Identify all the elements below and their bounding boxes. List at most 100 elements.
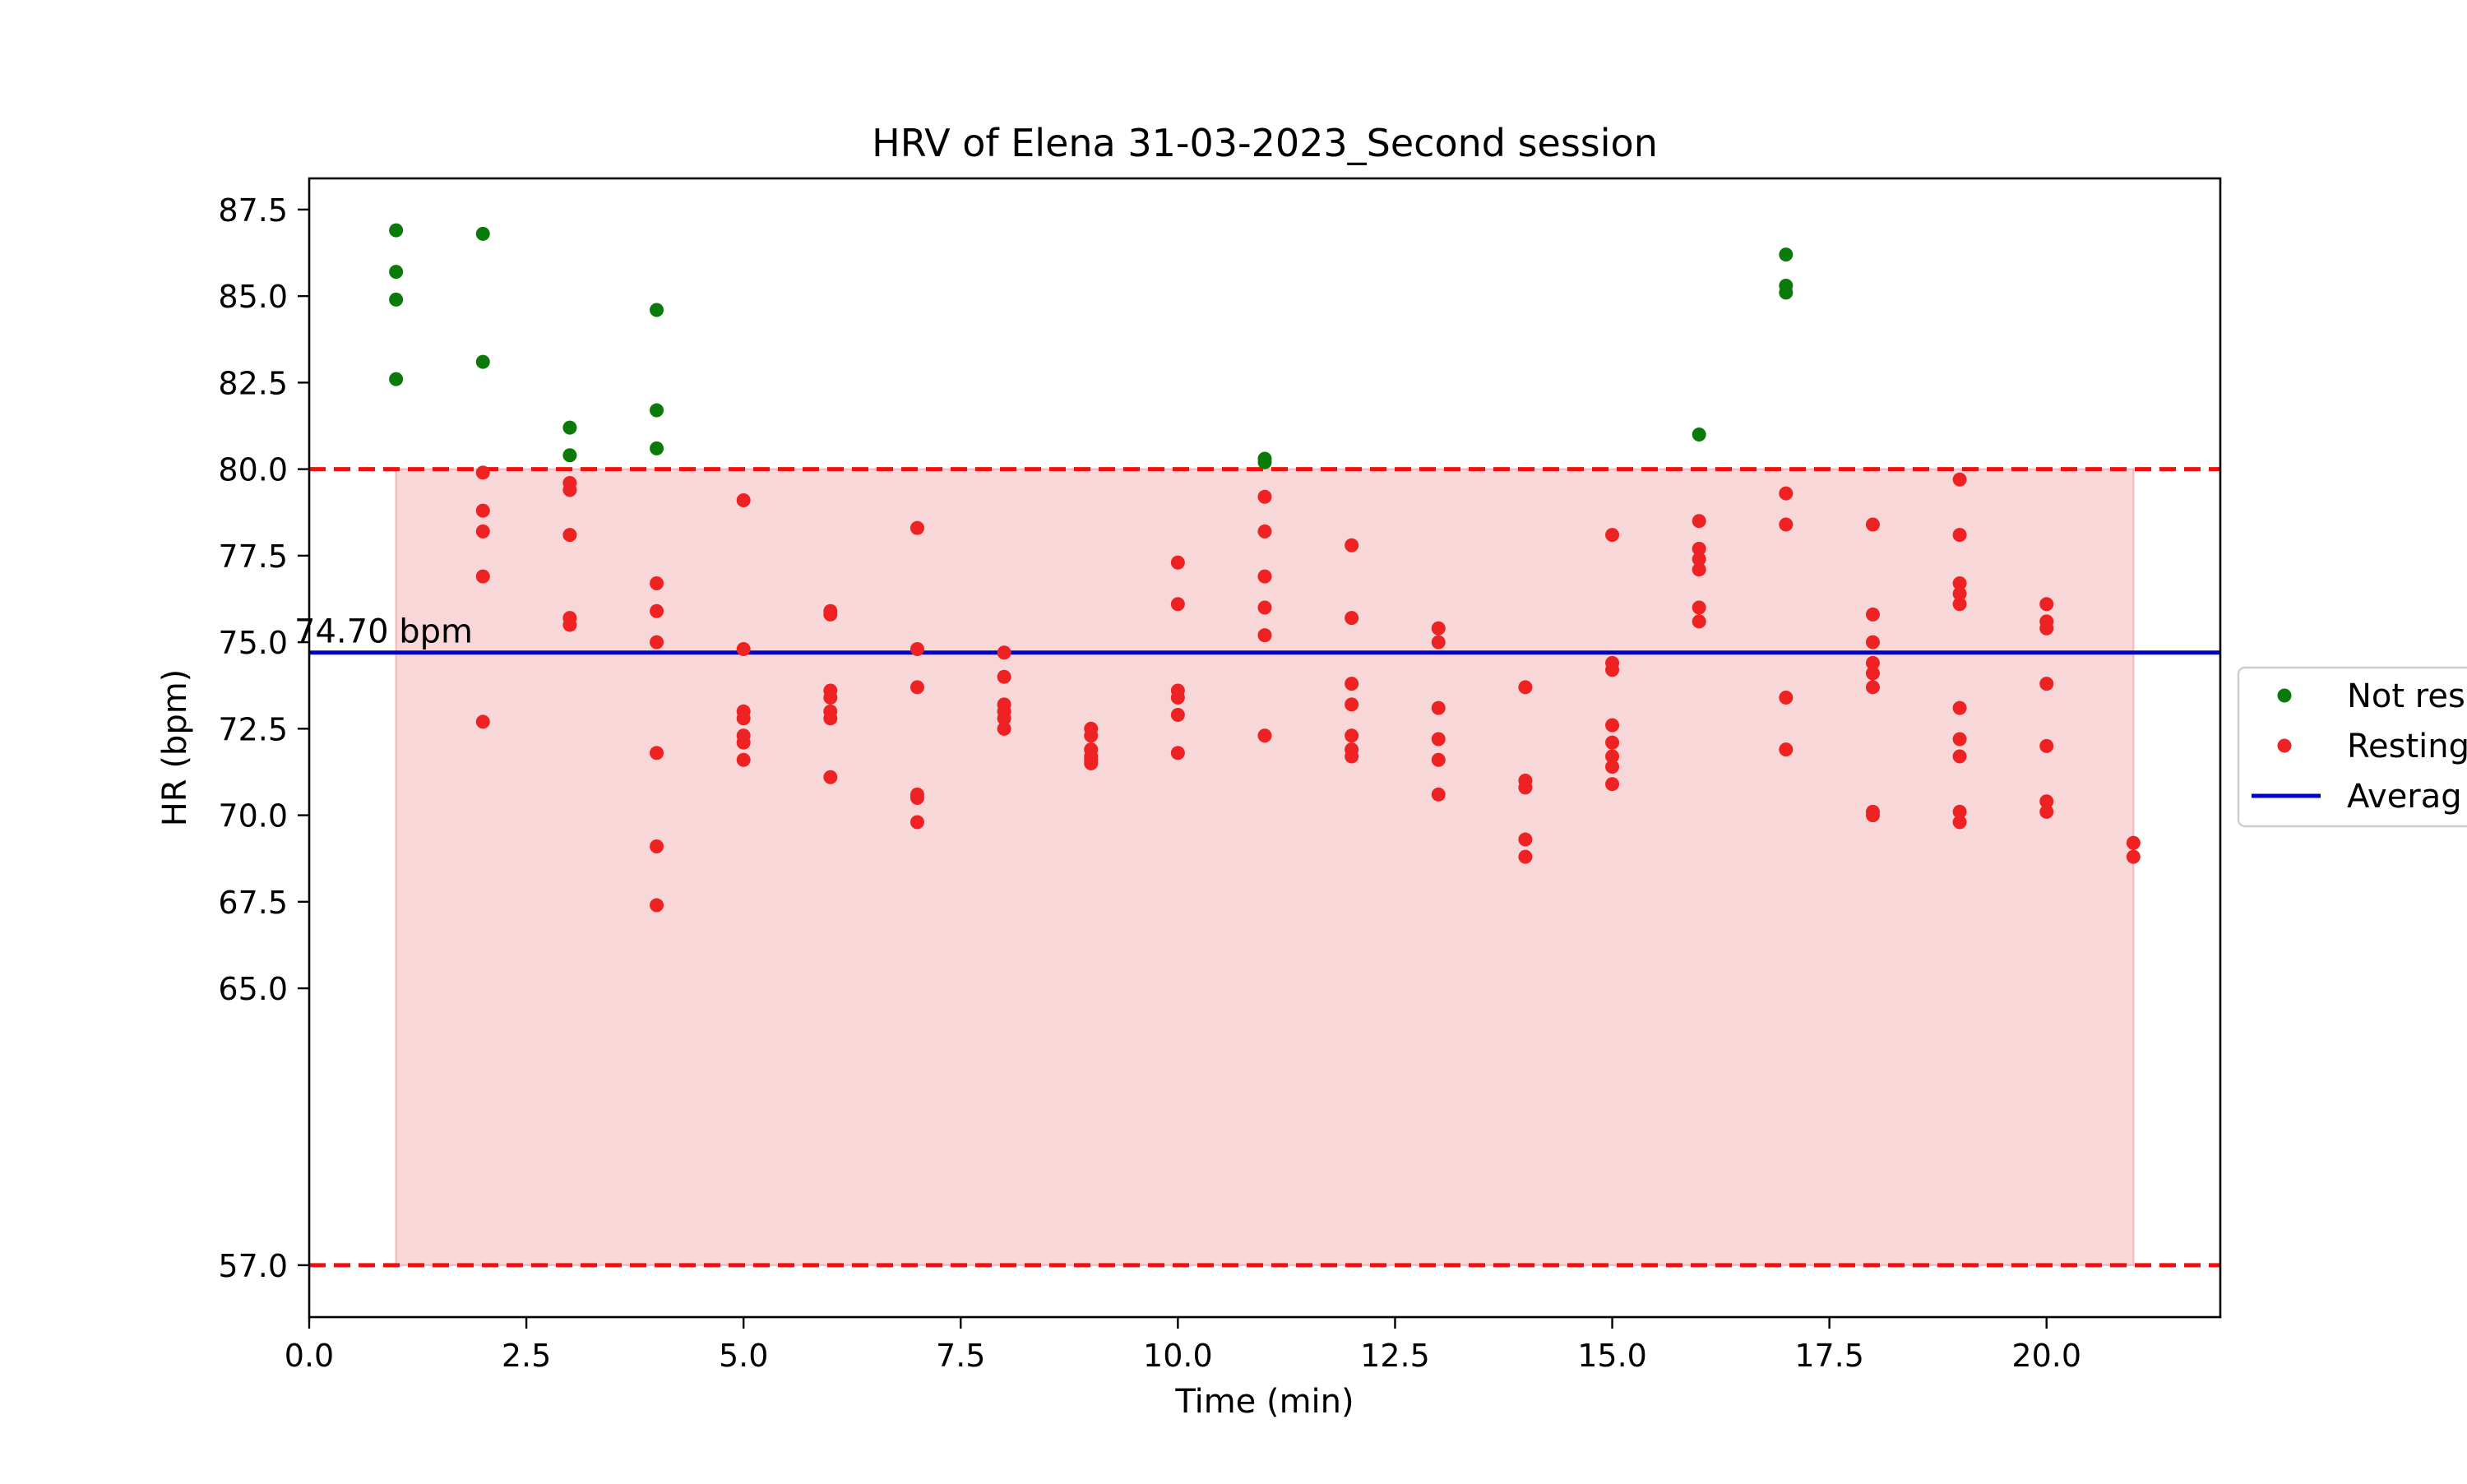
y-tick-label: 65.0 xyxy=(218,971,288,1007)
x-tick-label: 10.0 xyxy=(1143,1338,1213,1374)
resting-point xyxy=(736,735,751,750)
resting-point xyxy=(475,524,490,539)
resting-point xyxy=(650,898,664,913)
resting-point xyxy=(1257,600,1272,615)
resting-point xyxy=(1779,517,1794,532)
resting-point xyxy=(1257,489,1272,504)
resting-point xyxy=(1345,697,1359,712)
resting-point xyxy=(1865,680,1880,695)
resting-point xyxy=(1952,815,1967,830)
y-tick-label: 77.5 xyxy=(218,539,288,575)
not-resting-point xyxy=(1257,455,1272,469)
x-tick-label: 12.5 xyxy=(1360,1338,1430,1374)
resting-point xyxy=(1865,517,1880,532)
resting-point xyxy=(1779,742,1794,757)
resting-point xyxy=(1431,732,1446,747)
resting-point xyxy=(1952,472,1967,487)
resting-point xyxy=(1170,708,1185,723)
resting-point xyxy=(1257,569,1272,584)
resting-point xyxy=(997,721,1011,736)
resting-point xyxy=(910,680,924,695)
resting-point xyxy=(910,642,924,657)
resting-point xyxy=(2039,738,2054,753)
not-resting-point xyxy=(389,223,404,238)
y-tick-label: 57.0 xyxy=(218,1248,288,1284)
y-axis-label: HR (bpm) xyxy=(156,669,194,827)
resting-point xyxy=(1345,677,1359,691)
x-tick-label: 17.5 xyxy=(1794,1338,1864,1374)
resting-point xyxy=(1345,538,1359,552)
resting-point xyxy=(475,569,490,584)
resting-point xyxy=(1431,700,1446,715)
resting-point xyxy=(1518,780,1533,795)
x-tick-label: 0.0 xyxy=(285,1338,334,1374)
not-resting-point xyxy=(650,441,664,455)
resting-point xyxy=(1605,735,1620,750)
resting-point xyxy=(823,770,838,784)
not-resting-point xyxy=(389,265,404,280)
x-tick-label: 2.5 xyxy=(502,1338,551,1374)
resting-point xyxy=(650,603,664,618)
resting-point xyxy=(1257,524,1272,539)
resting-point xyxy=(1692,614,1706,629)
y-tick-label: 67.5 xyxy=(218,885,288,921)
not-resting-point xyxy=(475,354,490,369)
x-axis-label: Time (min) xyxy=(1174,1383,1354,1421)
y-tick-label: 70.0 xyxy=(218,798,288,834)
resting-point xyxy=(1605,749,1620,764)
resting-point xyxy=(1257,628,1272,643)
resting-point xyxy=(1084,756,1099,770)
not-resting-point xyxy=(562,420,577,435)
resting-point xyxy=(1692,562,1706,577)
y-tick-label: 87.5 xyxy=(218,192,288,229)
not-resting-point xyxy=(1692,428,1706,442)
resting-point xyxy=(2039,597,2054,612)
resting-point xyxy=(1952,586,1967,601)
resting-point xyxy=(1084,728,1099,743)
not-resting-point xyxy=(650,303,664,317)
y-tick-label: 75.0 xyxy=(218,625,288,661)
resting-point xyxy=(562,483,577,497)
not-resting-point xyxy=(1779,285,1794,300)
resting-point xyxy=(2039,677,2054,691)
resting-point xyxy=(1345,749,1359,764)
resting-point xyxy=(1170,555,1185,570)
reference-lines-layer xyxy=(309,467,2220,1268)
average-value-label: 74.70 bpm xyxy=(294,613,473,651)
resting-point xyxy=(1952,597,1967,612)
resting-point xyxy=(997,645,1011,660)
legend-marker xyxy=(2277,688,2292,703)
y-tick-label: 72.5 xyxy=(218,711,288,747)
y-tick-label: 80.0 xyxy=(218,452,288,488)
resting-point xyxy=(562,528,577,543)
y-tick-label: 82.5 xyxy=(218,365,288,401)
y-tick-label: 85.0 xyxy=(218,279,288,315)
resting-point xyxy=(823,711,838,726)
resting-point xyxy=(1952,528,1967,543)
resting-point xyxy=(1431,635,1446,650)
resting-point xyxy=(997,669,1011,684)
x-tick-label: 20.0 xyxy=(2011,1338,2081,1374)
resting-point xyxy=(1431,621,1446,636)
resting-point xyxy=(1170,690,1185,705)
resting-point xyxy=(1779,690,1794,705)
resting-point xyxy=(1605,760,1620,774)
resting-point xyxy=(650,635,664,650)
resting-point xyxy=(910,815,924,830)
not-resting-point xyxy=(389,372,404,386)
not-resting-point xyxy=(475,226,490,241)
resting-point xyxy=(1431,752,1446,767)
resting-point xyxy=(1952,732,1967,747)
legend-label: Resting xyxy=(2347,728,2467,765)
resting-point xyxy=(1692,600,1706,615)
resting-point xyxy=(1170,746,1185,760)
resting-point xyxy=(1605,718,1620,733)
resting-point xyxy=(1692,552,1706,566)
resting-point xyxy=(1779,486,1794,501)
resting-point xyxy=(1345,611,1359,626)
resting-point xyxy=(1952,804,1967,819)
data-points-layer xyxy=(389,223,2141,913)
resting-point xyxy=(1865,655,1880,670)
resting-point xyxy=(1345,728,1359,743)
